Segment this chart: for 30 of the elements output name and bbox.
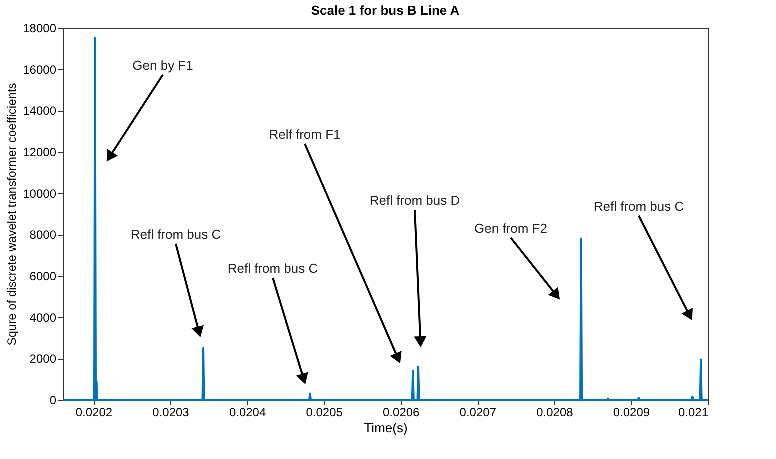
x-tick-label: 0.0203 <box>152 406 190 420</box>
y-tick-label: 0 <box>50 394 57 408</box>
y-axis-title: Squre of discrete wavelet transformer coefficients <box>5 83 20 346</box>
line-series <box>62 37 709 401</box>
y-tick-label: 14000 <box>23 104 57 118</box>
y-tick-label: 10000 <box>23 186 57 201</box>
annotation: Refl from bus C <box>228 261 318 276</box>
annotation: Refl from bus C <box>594 199 684 214</box>
y-tick-label: 6000 <box>30 270 57 284</box>
y-tick-label: 4000 <box>30 310 57 325</box>
y-tick-label: 2000 <box>30 352 57 366</box>
x-tick-label: 0.0204 <box>229 406 266 420</box>
annotation: Gen from F2 <box>474 221 548 236</box>
x-tick-label: 0.0209 <box>613 406 650 420</box>
x-tick-label: 0.0206 <box>383 406 420 420</box>
y-tick-label: 8000 <box>30 228 57 242</box>
x-axis-title: Time(s) <box>364 420 408 436</box>
y-tick-label: 18000 <box>23 22 57 36</box>
x-tick-label: 0.0207 <box>460 406 497 420</box>
annotation: Relf from F1 <box>269 127 341 142</box>
y-tick-label: 12000 <box>23 146 57 160</box>
annotation: Gen by F1 <box>132 58 194 73</box>
annotation: Refl from bus C <box>130 227 222 242</box>
x-tick-label: 0.0202 <box>76 406 113 420</box>
x-tick-label: 0.0208 <box>536 406 574 420</box>
y-tick-label: 16000 <box>23 62 57 77</box>
annotation: Refl from bus D <box>370 193 460 208</box>
x-tick-label: 0.021 <box>678 406 709 420</box>
chart-title: Scale 1 for bus B Line A <box>311 3 460 18</box>
x-tick-label: 0.0205 <box>306 406 344 420</box>
